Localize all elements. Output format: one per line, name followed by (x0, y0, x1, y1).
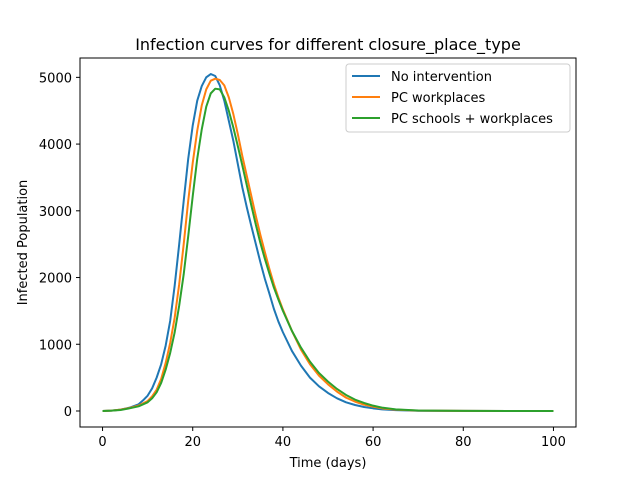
y-tick-label: 2000 (39, 272, 72, 287)
plot-area (102, 73, 554, 412)
y-tick-label: 3000 (39, 205, 72, 220)
legend-label: No intervention (391, 70, 492, 85)
legend: No intervention PC workplaces PC schools +… (345, 63, 571, 133)
y-axis-label: Infected Population (16, 180, 31, 306)
legend-label: PC schools + workplaces (391, 112, 553, 127)
series-line-3 (102, 87, 554, 412)
legend-box (345, 63, 571, 133)
y-tick-label: 1000 (39, 338, 72, 353)
x-tick-label: 60 (365, 435, 382, 450)
x-tick-label: 100 (541, 435, 566, 450)
axes-frame (79, 57, 577, 428)
y-tick-label: 0 (64, 405, 72, 420)
x-tick-label: 80 (455, 435, 472, 450)
chart-title: Infection curves for different closure_p… (135, 35, 521, 55)
x-axis-label: Time (days) (289, 456, 367, 471)
x-tick-label: 0 (98, 435, 106, 450)
y-axis: 0 1000 2000 3000 4000 5000 (39, 71, 80, 420)
x-axis: 0 20 40 60 80 100 (98, 427, 566, 450)
legend-label: PC workplaces (391, 91, 485, 106)
y-tick-label: 5000 (39, 71, 72, 86)
series-line-2 (102, 77, 554, 412)
y-tick-label: 4000 (39, 138, 72, 153)
x-tick-label: 40 (275, 435, 292, 450)
series-line-1 (102, 73, 554, 412)
x-tick-label: 20 (184, 435, 201, 450)
